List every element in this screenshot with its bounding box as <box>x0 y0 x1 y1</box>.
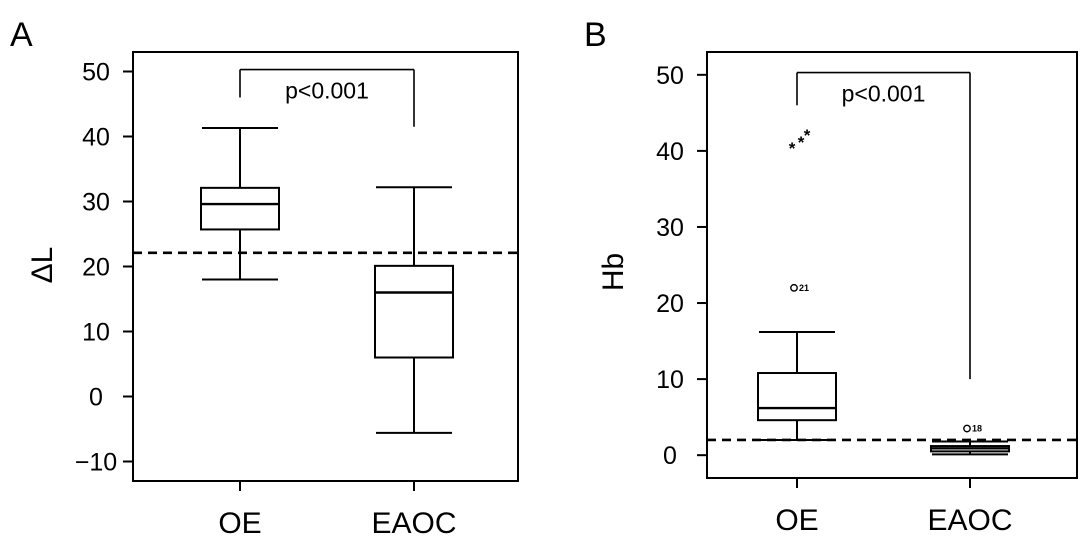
y-tick-label-b: 30 <box>656 214 684 242</box>
p-value-label: p<0.001 <box>842 81 926 107</box>
y-tick-label-b: 10 <box>656 366 684 394</box>
outlier-circle <box>790 283 798 292</box>
y-tick-label-a: 30 <box>82 189 110 217</box>
iqr-box <box>757 372 837 422</box>
y-tick-label-a: −10 <box>75 449 117 477</box>
y-tick-label-a: 10 <box>82 319 110 347</box>
y-tick-label-a: 50 <box>82 59 110 87</box>
panel-letter-b: B <box>584 16 607 54</box>
plot-frame-a <box>132 51 519 482</box>
box-b-eaoc: 18 <box>930 424 1010 456</box>
outlier-star: * <box>789 139 796 158</box>
x-category-label-b: EAOC <box>927 504 1012 537</box>
outlier-star: * <box>804 126 811 145</box>
significance-bracket-a: p<0.001 <box>239 68 415 127</box>
significance-bracket-b: p<0.001 <box>796 71 971 380</box>
y-tick-label-b: 20 <box>656 290 684 318</box>
y-axis-label-a: ΔL <box>26 247 59 284</box>
box-b-oe: 21* * * <box>757 126 837 441</box>
outlier-circle <box>963 424 971 433</box>
x-category-label-a: EAOC <box>371 507 456 540</box>
outlier-label: 21 <box>799 283 809 293</box>
y-tick-label-a: 40 <box>82 124 110 152</box>
outlier-label: 18 <box>972 424 982 434</box>
plot-frame-b <box>706 51 1078 479</box>
box-a-oe <box>200 127 280 281</box>
y-tick-label-b: 40 <box>656 138 684 166</box>
x-category-label-a: OE <box>218 507 261 540</box>
iqr-box <box>374 264 454 359</box>
box-a-eaoc <box>374 186 454 434</box>
p-value-label: p<0.001 <box>285 78 369 104</box>
y-tick-label-a: 0 <box>89 384 103 412</box>
iqr-box <box>200 186 280 231</box>
outlier-star: * <box>798 133 805 152</box>
panel-letter-a: A <box>10 16 33 54</box>
y-axis-label-b: Hb <box>597 253 630 291</box>
y-tick-label-a: 20 <box>82 254 110 282</box>
x-category-label-b: OE <box>775 504 818 537</box>
y-tick-label-b: 50 <box>656 62 684 90</box>
panel-a: A ΔL −10 0 10 20 30 40 50 OE EAOC p<0.001 <box>10 16 519 540</box>
y-tick-label-b: 0 <box>663 442 677 470</box>
